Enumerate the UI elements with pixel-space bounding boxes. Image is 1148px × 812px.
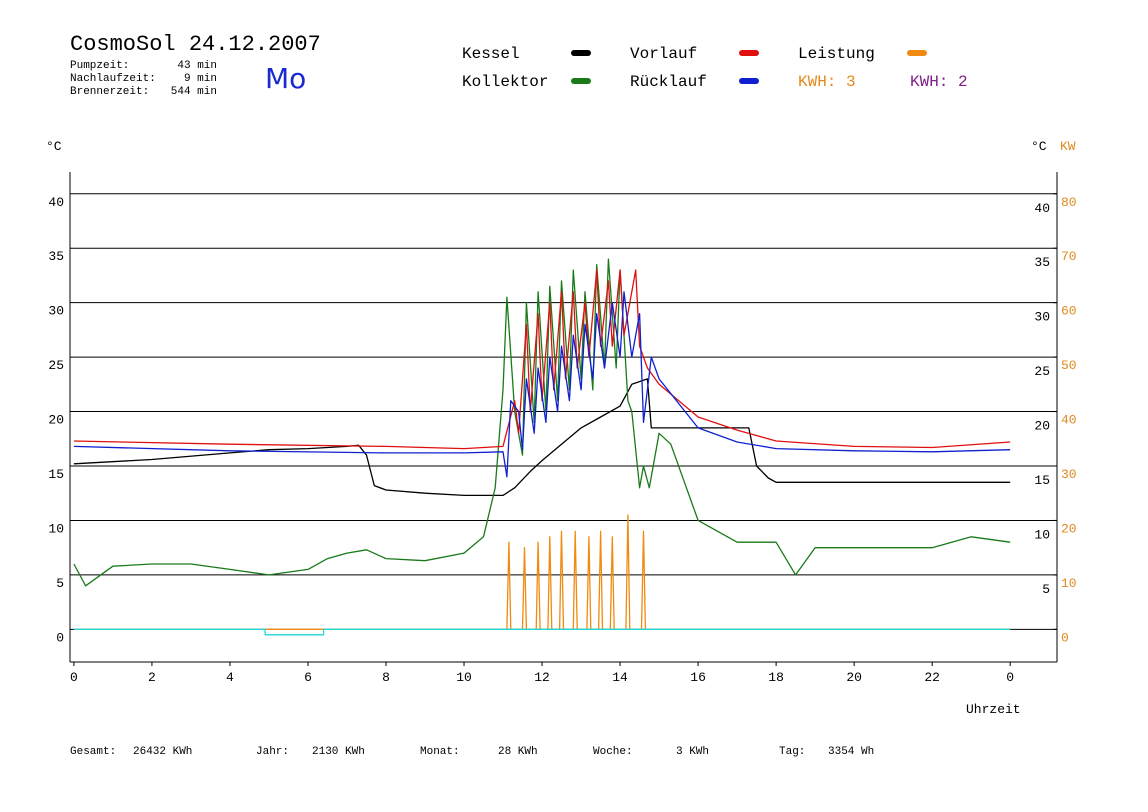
y-tick-label: 40: [48, 195, 64, 210]
stat-label: Pumpzeit:: [70, 60, 129, 72]
x-tick-label: 0: [1006, 670, 1014, 685]
x-tick-label: 18: [768, 670, 784, 685]
stat-label: Nachlaufzeit:: [70, 73, 156, 85]
stat-value: 9 min: [184, 73, 217, 85]
y2-tick-label: 60: [1061, 304, 1077, 319]
y-right-tick-label: 15: [1034, 473, 1050, 488]
y-tick-label: 15: [48, 467, 64, 482]
x-tick-label: 2: [148, 670, 156, 685]
stat-value: 544 min: [171, 86, 217, 98]
legend-label: Kessel: [462, 45, 520, 63]
x-tick-label: 20: [846, 670, 862, 685]
y2-tick-label: 70: [1061, 249, 1077, 264]
kwh-label: KWH: 2: [910, 73, 968, 91]
series-line: [73, 291, 1011, 478]
footer-value: 26432 KWh: [133, 746, 192, 758]
x-tick-label: 6: [304, 670, 312, 685]
x-tick-label: 8: [382, 670, 390, 685]
y-tick-label: 0: [56, 630, 64, 645]
x-tick-label: 4: [226, 670, 234, 685]
y-tick-label: 10: [48, 521, 64, 536]
y-tick-label: 35: [48, 249, 64, 264]
footer-label: Monat:: [420, 746, 460, 758]
footer-value: 28 KWh: [498, 746, 538, 758]
legend-label: Rücklauf: [630, 73, 707, 91]
x-tick-label: 0: [70, 670, 78, 685]
chart-title: CosmoSol 24.12.2007: [70, 32, 321, 57]
y-right-tick-label: 10: [1034, 527, 1050, 542]
y-right-tick-label: 30: [1034, 310, 1050, 325]
footer-value: 3 KWh: [676, 746, 709, 758]
x-tick-label: 14: [612, 670, 628, 685]
y-tick-label: 20: [48, 413, 64, 428]
x-tick-label: 12: [534, 670, 550, 685]
y-right-tick-label: 25: [1034, 364, 1050, 379]
y-right-tick-label: 35: [1034, 255, 1050, 270]
series-line: [73, 628, 1011, 636]
y2-tick-label: 80: [1061, 195, 1077, 210]
y-right-tick-label: 5: [1042, 582, 1050, 597]
x-tick-label: 22: [924, 670, 940, 685]
footer-label: Jahr:: [256, 746, 289, 758]
y2-tick-label: 40: [1061, 413, 1077, 428]
kwh-label: KWH: 3: [798, 73, 856, 91]
y2-tick-label: 0: [1061, 630, 1069, 645]
legend-label: Kollektor: [462, 73, 548, 91]
footer-value: 2130 KWh: [312, 746, 365, 758]
footer-value: 3354 Wh: [828, 746, 874, 758]
y2-tick-label: 50: [1061, 358, 1077, 373]
y-right-tick-label: 40: [1034, 201, 1050, 216]
x-axis-label: Uhrzeit: [966, 702, 1021, 717]
footer-label: Woche:: [593, 746, 633, 758]
weekday: Mo: [265, 62, 306, 95]
y2-axis-label: °C: [1031, 139, 1047, 154]
y2-tick-label: 10: [1061, 576, 1077, 591]
footer-label: Tag:: [779, 746, 805, 758]
footer-label: Gesamt:: [70, 746, 116, 758]
y2-unit-label: KW: [1060, 139, 1076, 154]
y2-tick-label: 20: [1061, 521, 1077, 536]
stat-label: Brennerzeit:: [70, 86, 149, 98]
series-line: [73, 514, 1011, 630]
x-tick-label: 16: [690, 670, 706, 685]
y2-tick-label: 30: [1061, 467, 1077, 482]
series-line: [73, 258, 1011, 587]
stat-value: 43 min: [177, 60, 217, 72]
y-axis-label: °C: [46, 139, 62, 154]
legend-label: Leistung: [798, 45, 875, 63]
x-tick-label: 10: [456, 670, 472, 685]
y-tick-label: 30: [48, 304, 64, 319]
y-right-tick-label: 20: [1034, 419, 1050, 434]
legend-label: Vorlauf: [630, 45, 697, 63]
y-tick-label: 25: [48, 358, 64, 373]
y-tick-label: 5: [56, 576, 64, 591]
